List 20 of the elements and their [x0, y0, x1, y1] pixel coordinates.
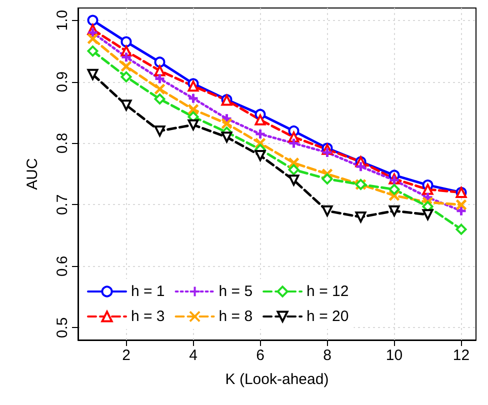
y-tick-label: 1.0 — [54, 10, 71, 31]
legend-label: h = 1 — [131, 283, 165, 300]
y-tick-label: 0.5 — [54, 317, 71, 338]
x-tick-label: 2 — [122, 347, 130, 364]
x-tick-label: 4 — [189, 347, 198, 364]
y-tick-label: 0.8 — [54, 132, 71, 154]
legend-label: h = 5 — [218, 283, 253, 300]
y-axis-title: AUC — [24, 158, 41, 190]
x-axis-title: K (Look-ahead) — [225, 371, 329, 388]
x-tick-label: 6 — [256, 347, 264, 364]
y-tick-label: 0.6 — [54, 256, 71, 277]
x-tick-label: 10 — [386, 347, 403, 364]
legend-label: h = 20 — [306, 308, 349, 325]
legend-label: h = 3 — [131, 308, 165, 325]
y-tick-label: 0.7 — [54, 194, 71, 216]
legend-label: h = 8 — [218, 308, 253, 325]
x-tick-label: 8 — [323, 347, 332, 364]
legend-label: h = 12 — [306, 283, 349, 300]
y-tick-label: 0.9 — [54, 71, 71, 92]
x-tick-label: 12 — [452, 347, 470, 364]
